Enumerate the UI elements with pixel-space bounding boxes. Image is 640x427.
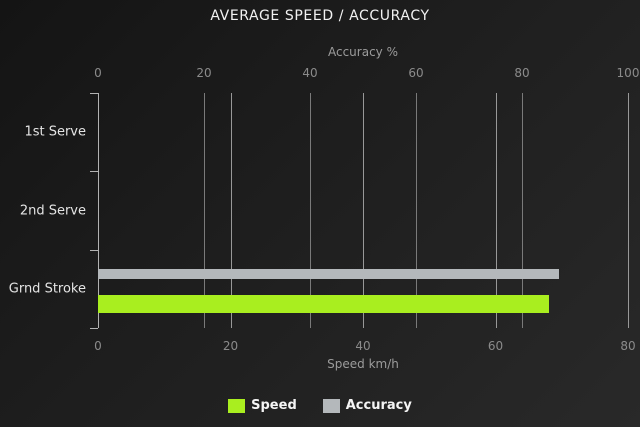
category-label: 1st Serve [24,124,86,140]
y-axis-tick [90,93,98,94]
top-axis-tick-label: 80 [514,66,530,80]
bottom-axis-tick-label: 40 [355,339,371,353]
accuracy-bar [98,268,560,279]
category-label: 2nd Serve [19,203,86,218]
bottom-axis-tick-label: 60 [487,339,504,353]
bottom-axis-tick-label: 20 [222,339,239,353]
top-axis-title: Accuracy % [327,45,399,59]
gridline-speed-20 [230,93,232,328]
top-axis-tick-label: 40 [302,66,318,80]
gridline-speed-80 [628,93,629,328]
chart-title: AVERAGE SPEED / ACCURACY [210,8,430,24]
gridline-speed-60 [495,93,497,328]
bottom-axis-title: Speed km/h [327,357,399,371]
gridline-speed-40 [363,93,364,328]
legend-item-speed[interactable]: Speed [228,398,297,413]
top-axis-tick-label: 0 [94,66,102,80]
y-axis-tick [90,171,98,173]
speed-bar [98,294,549,313]
y-axis-tick [90,249,98,251]
top-axis-tick-label: 20 [196,66,212,80]
bottom-axis-tick-label: 80 [620,339,636,353]
legend-label-accuracy: Accuracy [345,398,412,413]
legend-label-speed: Speed [251,398,297,413]
accuracy-swatch-icon [322,398,340,413]
gridline-accuracy-80 [522,93,523,328]
gridline-accuracy-60 [416,93,417,328]
category-label: Grnd Stroke [8,281,86,297]
gridline-accuracy-40 [310,93,311,328]
top-axis-tick-label: 100 [616,66,640,80]
legend-item-accuracy[interactable]: Accuracy [322,398,412,413]
y-axis-tick [90,328,98,329]
bottom-axis-tick-label: 0 [94,339,102,353]
speed-swatch-icon [228,398,246,413]
gridline-accuracy-20 [204,93,205,328]
top-axis-tick-label: 60 [408,66,424,80]
y-axis-line [98,93,99,328]
legend: Speed Accuracy [0,398,640,413]
